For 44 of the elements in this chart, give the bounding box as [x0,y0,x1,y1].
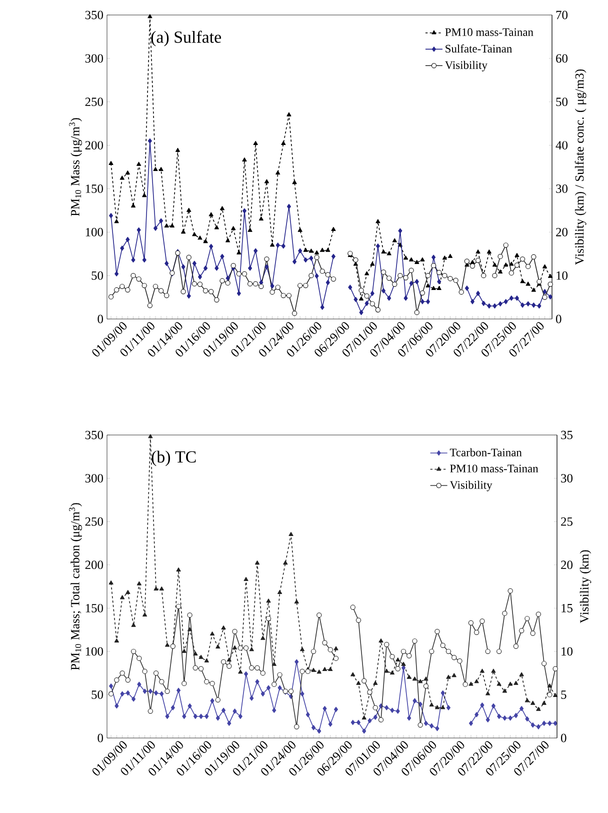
y-tick-label: 50 [92,690,104,699]
y2-tick-label: 60 [556,54,568,63]
y-tick-label: 300 [85,54,104,63]
y2-tick-label: 70 [556,10,568,20]
y2-tick-label: 40 [556,141,568,150]
legend-label: PM10 mass-Tainan [450,464,538,472]
y2-tick-label: 35 [561,430,572,440]
y-tick-label: 0 [98,734,104,742]
y2-tick-label: 5 [561,690,566,699]
y-tick-label: 350 [85,430,104,440]
y2-tick-label: 50 [556,98,568,106]
y-tick-label: 250 [85,98,104,106]
legend-label: PM10 mass-Tainan [445,28,534,36]
y2-tick-label: 30 [561,474,573,482]
y2-tick-label: 30 [556,184,568,193]
legend-label: Visibility [444,60,488,72]
y-axis-title: PM$_{10}$ Mass; Total carbon (μg/m$^{3}$) [69,503,82,670]
y-tick-label: 150 [86,184,104,193]
y2-tick-label: 10 [562,647,573,656]
y2-tick-label: 0 [560,734,566,742]
y2-axis-title: Visibility (km) / Sulfate conc. ( μg/m3) [574,69,586,265]
y2-tick-label: 15 [562,604,572,612]
y2-tick-label: 0 [556,314,562,324]
y-tick-label: 200 [85,141,104,150]
y2-tick-label: 20 [561,560,573,570]
y-tick-label: 250 [85,517,104,526]
text: (a) Sulfate [151,30,221,46]
text: (b) TC [152,450,196,466]
y2-tick-label: 20 [556,228,568,236]
y-tick-label: 150 [86,604,104,612]
y-tick-label: 50 [92,271,104,280]
y-tick-label: 300 [85,474,104,482]
y2-tick-label: 10 [556,271,568,280]
y-axis-title: PM$_{10}$ Mass (μg/m$^{3}$) [69,118,82,216]
y2-tick-label: 25 [561,517,572,526]
y-tick-label: 100 [86,228,104,236]
y-tick-label: 100 [86,647,104,656]
legend-label: Tcarbon-Tainan [450,448,522,456]
y-tick-label: 200 [85,560,104,570]
legend-label: Sulfate-Tainan [446,44,512,53]
y-tick-label: 350 [85,10,104,20]
legend-label: Visibility [450,480,492,492]
y2-axis-title: Visibility (km) [580,550,592,624]
y-tick-label: 0 [98,314,104,324]
